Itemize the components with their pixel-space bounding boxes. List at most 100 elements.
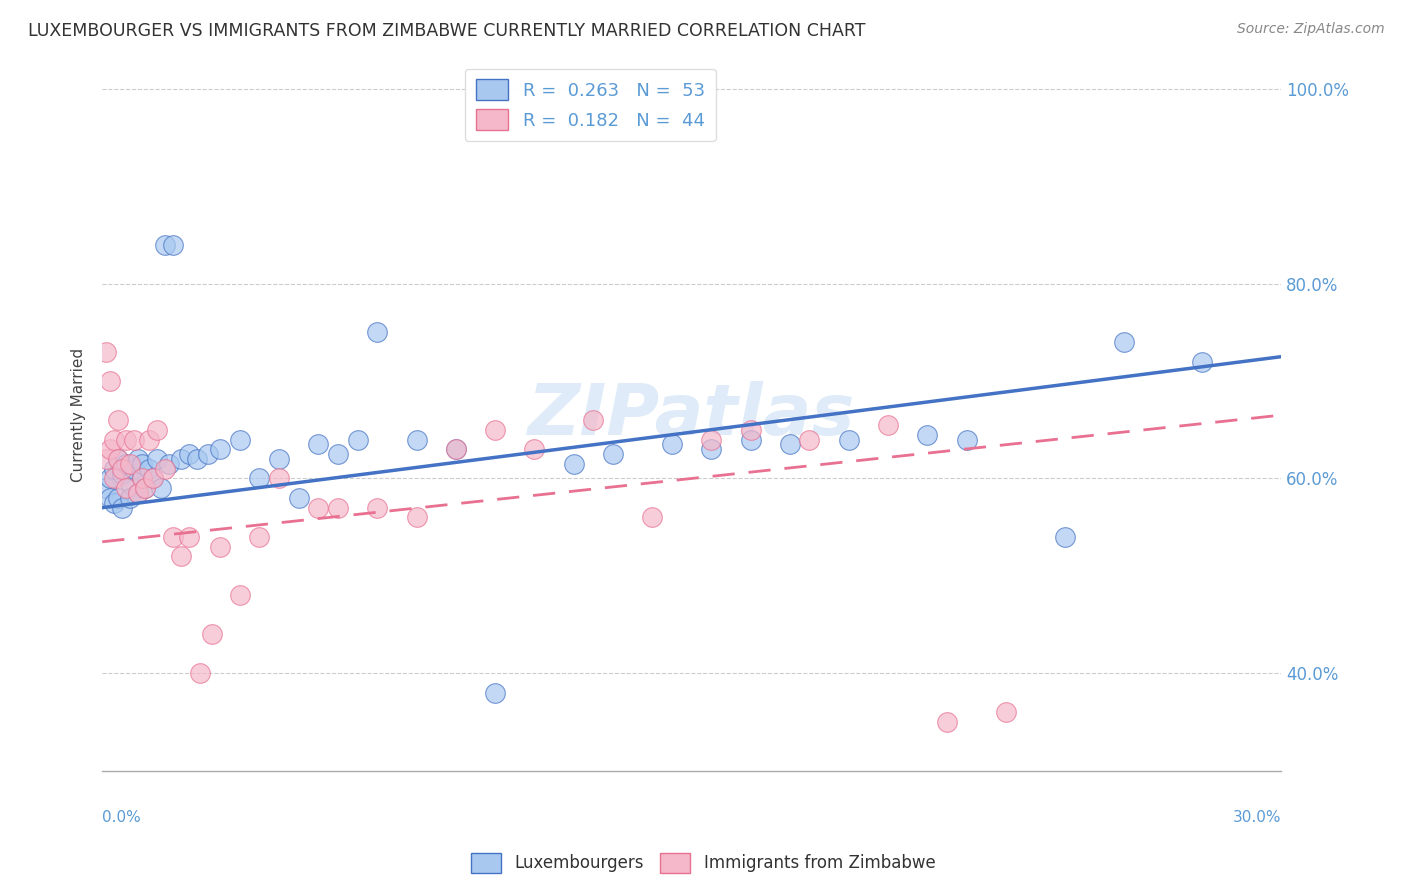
Point: [1053, 530, 1076, 544]
Point: [602, 447, 624, 461]
Point: [107, 491, 129, 505]
Point: [98, 442, 121, 457]
Point: [186, 452, 208, 467]
Point: [661, 437, 683, 451]
Point: [134, 481, 156, 495]
Point: [98, 374, 121, 388]
Point: [134, 481, 156, 495]
Point: [267, 452, 290, 467]
Point: [307, 500, 329, 515]
Point: [917, 427, 939, 442]
Point: [444, 442, 467, 457]
Point: [114, 457, 136, 471]
Point: [103, 496, 125, 510]
Text: 0.0%: 0.0%: [103, 810, 141, 825]
Point: [562, 457, 585, 471]
Point: [366, 500, 388, 515]
Point: [267, 471, 290, 485]
Point: [190, 666, 212, 681]
Point: [197, 447, 219, 461]
Point: [740, 423, 762, 437]
Point: [177, 447, 200, 461]
Point: [107, 452, 129, 467]
Point: [700, 442, 723, 457]
Point: [247, 530, 270, 544]
Point: [103, 433, 125, 447]
Point: [153, 461, 176, 475]
Point: [111, 467, 134, 481]
Point: [346, 433, 368, 447]
Point: [209, 442, 232, 457]
Point: [103, 471, 125, 485]
Point: [484, 423, 506, 437]
Point: [98, 491, 121, 505]
Point: [799, 433, 821, 447]
Point: [103, 461, 125, 475]
Point: [1112, 335, 1135, 350]
Point: [150, 481, 173, 495]
Point: [111, 500, 134, 515]
Legend: Luxembourgers, Immigrants from Zimbabwe: Luxembourgers, Immigrants from Zimbabwe: [464, 847, 942, 880]
Point: [326, 500, 349, 515]
Point: [247, 471, 270, 485]
Point: [936, 714, 959, 729]
Point: [94, 481, 117, 495]
Y-axis label: Currently Married: Currently Married: [72, 348, 86, 483]
Point: [641, 510, 664, 524]
Point: [111, 461, 134, 475]
Point: [98, 471, 121, 485]
Point: [307, 437, 329, 451]
Point: [107, 413, 129, 427]
Point: [582, 413, 605, 427]
Point: [162, 237, 184, 252]
Point: [405, 433, 427, 447]
Point: [131, 471, 153, 485]
Point: [122, 433, 145, 447]
Point: [94, 344, 117, 359]
Point: [229, 588, 252, 602]
Point: [956, 433, 979, 447]
Point: [170, 549, 193, 564]
Point: [153, 237, 176, 252]
Point: [209, 540, 232, 554]
Point: [1191, 354, 1213, 368]
Point: [994, 705, 1017, 719]
Point: [177, 530, 200, 544]
Point: [142, 471, 165, 485]
Point: [405, 510, 427, 524]
Point: [118, 457, 141, 471]
Point: [94, 452, 117, 467]
Point: [366, 326, 388, 340]
Point: [779, 437, 801, 451]
Point: [142, 471, 165, 485]
Point: [838, 433, 860, 447]
Point: [138, 433, 160, 447]
Point: [131, 457, 153, 471]
Point: [877, 417, 900, 432]
Text: Source: ZipAtlas.com: Source: ZipAtlas.com: [1237, 22, 1385, 37]
Point: [326, 447, 349, 461]
Point: [444, 442, 467, 457]
Point: [523, 442, 546, 457]
Point: [114, 481, 136, 495]
Point: [127, 452, 149, 467]
Point: [157, 457, 180, 471]
Point: [146, 452, 169, 467]
Legend: R =  0.263   N =  53, R =  0.182   N =  44: R = 0.263 N = 53, R = 0.182 N = 44: [465, 69, 716, 141]
Point: [127, 486, 149, 500]
Point: [484, 686, 506, 700]
Point: [127, 486, 149, 500]
Point: [118, 476, 141, 491]
Point: [700, 433, 723, 447]
Point: [170, 452, 193, 467]
Text: LUXEMBOURGER VS IMMIGRANTS FROM ZIMBABWE CURRENTLY MARRIED CORRELATION CHART: LUXEMBOURGER VS IMMIGRANTS FROM ZIMBABWE…: [28, 22, 866, 40]
Point: [162, 530, 184, 544]
Point: [201, 627, 224, 641]
Point: [114, 433, 136, 447]
Text: ZIPatlas: ZIPatlas: [527, 381, 855, 450]
Point: [740, 433, 762, 447]
Point: [107, 452, 129, 467]
Text: 30.0%: 30.0%: [1233, 810, 1281, 825]
Point: [146, 423, 169, 437]
Point: [287, 491, 309, 505]
